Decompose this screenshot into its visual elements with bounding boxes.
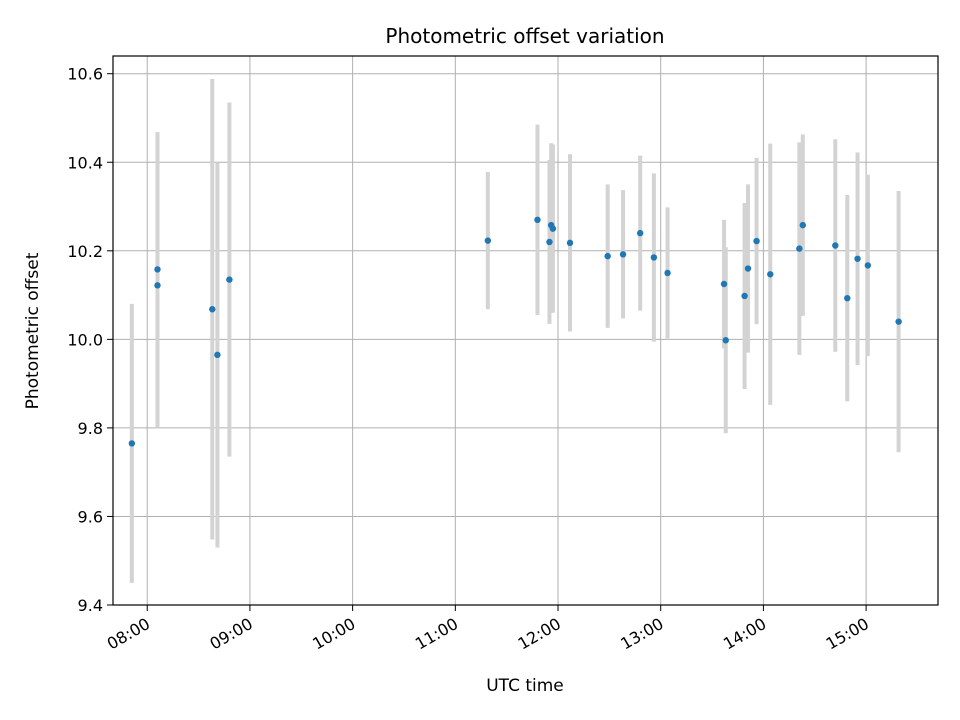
data-point <box>854 255 861 262</box>
data-point <box>796 245 803 252</box>
data-point <box>619 251 627 258</box>
y-axis-label: Photometric offset <box>23 252 43 409</box>
x-axis-label: UTC time <box>486 676 564 696</box>
data-point <box>844 294 851 302</box>
data-point <box>154 282 161 289</box>
data-point <box>154 266 161 273</box>
data-point <box>214 351 221 359</box>
data-point <box>664 269 671 277</box>
plot-frame <box>112 55 939 606</box>
y-tick-label: 10.0 <box>67 330 103 349</box>
data-point <box>534 216 541 224</box>
data-point <box>546 238 553 246</box>
data-point <box>484 237 492 244</box>
data-point <box>832 242 839 249</box>
y-tick-label: 10.2 <box>67 242 103 261</box>
chart-title: Photometric offset variation <box>385 24 664 48</box>
data-point <box>799 221 806 229</box>
data-point <box>209 306 216 313</box>
y-tick-label: 10.4 <box>67 153 103 172</box>
data-point <box>650 254 658 261</box>
y-tick-label: 9.4 <box>78 596 103 615</box>
data-point <box>720 280 728 288</box>
y-tick-label: 9.6 <box>78 507 103 526</box>
data-point <box>864 262 872 269</box>
data-point <box>753 237 760 245</box>
data-point <box>128 440 136 447</box>
y-tick-label: 10.6 <box>67 65 103 84</box>
y-tick-label: 9.8 <box>78 419 103 438</box>
data-point <box>604 252 611 260</box>
data-point <box>566 239 574 247</box>
data-point <box>895 318 902 325</box>
data-points <box>128 216 902 447</box>
data-point <box>549 225 557 232</box>
data-point <box>226 276 233 283</box>
data-point <box>744 265 752 272</box>
data-point <box>722 337 729 344</box>
data-point <box>741 292 748 300</box>
data-point <box>767 271 774 278</box>
data-point <box>636 229 644 237</box>
y-axis-ticks: 9.4 9.6 9.8 10.0 10.2 10.4 10.6 <box>67 65 113 615</box>
